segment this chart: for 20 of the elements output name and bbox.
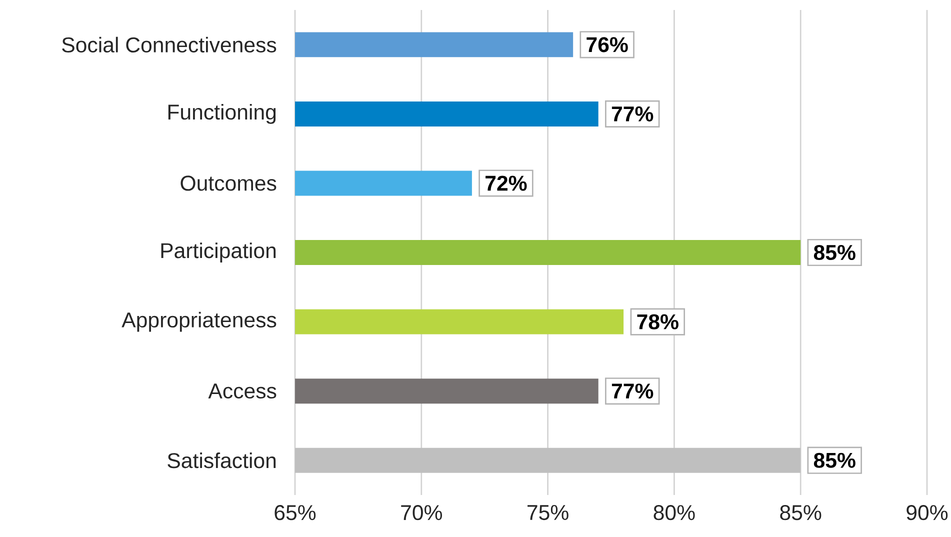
data-label: 76% (586, 37, 628, 52)
x-tick-label: 80% (654, 505, 695, 520)
x-tick-label: 90% (906, 505, 948, 520)
data-label: 77% (612, 106, 654, 122)
y-tick-label: Appropriateness (122, 312, 276, 332)
x-tick-label: 85% (780, 505, 822, 520)
x-tick-label: 65% (274, 505, 316, 520)
data-label: 72% (486, 176, 527, 191)
y-tick-label: Participation (161, 242, 276, 262)
y-tick-label: Functioning (168, 104, 276, 124)
x-tick-label: 70% (401, 505, 442, 520)
data-label: 78% (637, 314, 678, 330)
data-label: 77% (612, 384, 654, 399)
y-tick-label: Satisfaction (168, 452, 276, 468)
data-label: 85% (814, 244, 856, 260)
y-tick-label: Access (208, 384, 276, 399)
y-tick-label: Social Connectiveness (62, 36, 276, 52)
x-tick-label: 75% (528, 505, 568, 520)
y-tick-label: Outcomes (180, 176, 276, 191)
data-label: 85% (814, 452, 856, 468)
